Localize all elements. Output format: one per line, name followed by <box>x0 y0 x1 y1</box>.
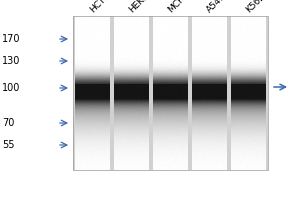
Text: A549: A549 <box>205 0 228 14</box>
Text: K562: K562 <box>244 0 267 14</box>
Bar <box>73 16 268 170</box>
Text: 130: 130 <box>2 56 20 66</box>
Text: 55: 55 <box>2 140 14 150</box>
Text: HCT116: HCT116 <box>88 0 120 14</box>
Text: 170: 170 <box>2 34 20 44</box>
Text: 100: 100 <box>2 83 20 93</box>
Text: MCF-7: MCF-7 <box>166 0 192 14</box>
Text: HEK293: HEK293 <box>127 0 158 14</box>
Text: 70: 70 <box>2 118 14 128</box>
